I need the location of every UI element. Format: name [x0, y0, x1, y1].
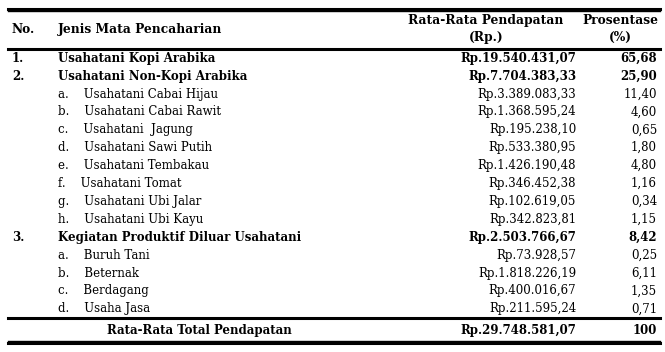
Text: 0,25: 0,25 [631, 249, 657, 262]
Text: Rp.1.368.595,24: Rp.1.368.595,24 [477, 106, 576, 118]
Text: 3.: 3. [12, 231, 25, 244]
Text: 1,16: 1,16 [631, 177, 657, 190]
Text: 6,11: 6,11 [631, 266, 657, 279]
Text: Rp.1.426.190,48: Rp.1.426.190,48 [477, 159, 576, 172]
Text: h.    Usahatani Ubi Kayu: h. Usahatani Ubi Kayu [58, 213, 203, 226]
Text: 25,90: 25,90 [620, 70, 657, 83]
Text: Rp.342.823,81: Rp.342.823,81 [489, 213, 576, 226]
Text: Rp.1.818.226,19: Rp.1.818.226,19 [478, 266, 576, 279]
Text: Usahatani Kopi Arabika: Usahatani Kopi Arabika [58, 52, 215, 65]
Text: 1,80: 1,80 [631, 141, 657, 154]
Text: g.    Usahatani Ubi Jalar: g. Usahatani Ubi Jalar [58, 195, 201, 208]
Text: d.    Usahatani Sawi Putih: d. Usahatani Sawi Putih [58, 141, 211, 154]
Text: 1,35: 1,35 [631, 284, 657, 297]
Text: 65,68: 65,68 [620, 52, 657, 65]
Text: Rp.3.389.083,33: Rp.3.389.083,33 [477, 88, 576, 101]
Text: e.    Usahatani Tembakau: e. Usahatani Tembakau [58, 159, 209, 172]
Text: 4,60: 4,60 [631, 106, 657, 118]
Text: Rp.346.452,38: Rp.346.452,38 [489, 177, 576, 190]
Text: 0,34: 0,34 [631, 195, 657, 208]
Text: b.    Beternak: b. Beternak [58, 266, 138, 279]
Text: No.: No. [12, 23, 35, 36]
Text: Rata-Rata Total Pendapatan: Rata-Rata Total Pendapatan [107, 324, 292, 337]
Text: a.    Usahatani Cabai Hijau: a. Usahatani Cabai Hijau [58, 88, 217, 101]
Text: Rp.2.503.766,67: Rp.2.503.766,67 [468, 231, 576, 244]
Text: 4,80: 4,80 [631, 159, 657, 172]
Text: Rp.73.928,57: Rp.73.928,57 [496, 249, 576, 262]
Text: 0,71: 0,71 [631, 302, 657, 315]
Text: Jenis Mata Pencaharian: Jenis Mata Pencaharian [58, 23, 222, 36]
Text: Prosentase: Prosentase [583, 14, 658, 27]
Text: b.    Usahatani Cabai Rawit: b. Usahatani Cabai Rawit [58, 106, 221, 118]
Text: Rp.29.748.581,07: Rp.29.748.581,07 [460, 324, 576, 337]
Text: Rp.19.540.431,07: Rp.19.540.431,07 [460, 52, 576, 65]
Text: 8,42: 8,42 [628, 231, 657, 244]
Text: f.    Usahatani Tomat: f. Usahatani Tomat [58, 177, 181, 190]
Text: Rp.195.238,10: Rp.195.238,10 [489, 123, 576, 136]
Text: a.    Buruh Tani: a. Buruh Tani [58, 249, 149, 262]
Text: Rp.7.704.383,33: Rp.7.704.383,33 [468, 70, 576, 83]
Text: Rp.211.595,24: Rp.211.595,24 [489, 302, 576, 315]
Text: 2.: 2. [12, 70, 25, 83]
Text: (%): (%) [609, 31, 632, 44]
Text: c.    Berdagang: c. Berdagang [58, 284, 148, 297]
Text: 0,65: 0,65 [631, 123, 657, 136]
Text: Usahatani Non-Kopi Arabika: Usahatani Non-Kopi Arabika [58, 70, 247, 83]
Text: 11,40: 11,40 [624, 88, 657, 101]
Text: Rp.533.380,95: Rp.533.380,95 [489, 141, 576, 154]
Text: d.    Usaha Jasa: d. Usaha Jasa [58, 302, 150, 315]
Text: 100: 100 [632, 324, 657, 337]
Text: Rp.400.016,67: Rp.400.016,67 [489, 284, 576, 297]
Text: c.    Usahatani  Jagung: c. Usahatani Jagung [58, 123, 192, 136]
Text: 1.: 1. [12, 52, 24, 65]
Text: Rp.102.619,05: Rp.102.619,05 [489, 195, 576, 208]
Text: Rata-Rata Pendapatan: Rata-Rata Pendapatan [408, 14, 564, 27]
Text: (Rp.): (Rp.) [469, 31, 503, 44]
Text: 1,15: 1,15 [631, 213, 657, 226]
Text: Kegiatan Produktif Diluar Usahatani: Kegiatan Produktif Diluar Usahatani [58, 231, 301, 244]
